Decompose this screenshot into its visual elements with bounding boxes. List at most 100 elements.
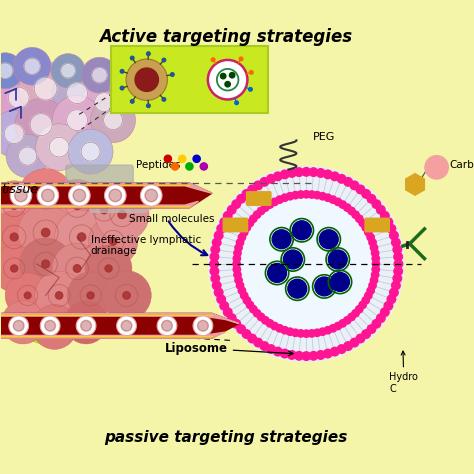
Circle shape — [19, 238, 72, 290]
Circle shape — [104, 111, 122, 129]
Circle shape — [309, 352, 318, 360]
Circle shape — [209, 166, 404, 362]
Circle shape — [253, 310, 261, 317]
Circle shape — [350, 338, 359, 347]
Circle shape — [36, 124, 82, 171]
Circle shape — [273, 347, 282, 356]
Circle shape — [172, 163, 179, 170]
Circle shape — [210, 267, 219, 275]
Circle shape — [18, 62, 73, 116]
Circle shape — [308, 191, 315, 198]
Circle shape — [249, 71, 253, 74]
Polygon shape — [0, 313, 239, 324]
Circle shape — [254, 338, 263, 347]
Circle shape — [392, 281, 400, 290]
Circle shape — [359, 301, 366, 309]
Circle shape — [334, 198, 342, 206]
Circle shape — [212, 238, 221, 247]
Circle shape — [130, 56, 134, 60]
Circle shape — [193, 155, 200, 163]
Circle shape — [18, 169, 73, 224]
Circle shape — [362, 330, 370, 338]
Circle shape — [337, 174, 346, 183]
Circle shape — [83, 319, 89, 326]
Circle shape — [308, 330, 315, 337]
FancyBboxPatch shape — [246, 192, 271, 205]
Circle shape — [348, 313, 355, 320]
Circle shape — [228, 314, 236, 322]
Circle shape — [223, 308, 232, 316]
Circle shape — [41, 192, 50, 201]
Polygon shape — [0, 313, 239, 338]
Circle shape — [104, 185, 126, 206]
Circle shape — [85, 245, 132, 292]
Circle shape — [232, 319, 240, 328]
Circle shape — [229, 73, 235, 78]
Circle shape — [234, 249, 241, 257]
Circle shape — [367, 325, 376, 333]
Circle shape — [309, 168, 318, 176]
Circle shape — [246, 219, 254, 227]
Circle shape — [367, 194, 376, 203]
Text: Carb: Carb — [450, 160, 474, 170]
Circle shape — [146, 104, 150, 108]
Circle shape — [123, 292, 130, 299]
Circle shape — [344, 317, 351, 324]
Circle shape — [42, 189, 54, 202]
Circle shape — [121, 320, 132, 331]
Circle shape — [381, 211, 389, 220]
Circle shape — [235, 244, 242, 251]
Circle shape — [292, 329, 299, 337]
Circle shape — [145, 189, 157, 202]
Circle shape — [288, 169, 296, 177]
Circle shape — [41, 228, 50, 237]
Circle shape — [233, 266, 240, 273]
Circle shape — [193, 316, 213, 336]
Circle shape — [42, 260, 50, 268]
Circle shape — [286, 328, 294, 336]
Circle shape — [235, 101, 238, 105]
Circle shape — [392, 238, 400, 247]
Circle shape — [87, 292, 94, 299]
Circle shape — [260, 178, 269, 186]
Circle shape — [394, 260, 403, 268]
Circle shape — [117, 316, 137, 336]
Circle shape — [281, 349, 289, 358]
Circle shape — [350, 181, 359, 190]
Circle shape — [45, 320, 55, 331]
Circle shape — [372, 200, 381, 209]
Circle shape — [260, 342, 269, 350]
Circle shape — [297, 191, 304, 198]
Circle shape — [67, 272, 114, 319]
Circle shape — [35, 271, 83, 319]
Circle shape — [210, 253, 219, 261]
Text: PEG: PEG — [313, 132, 336, 142]
Circle shape — [34, 77, 57, 100]
Circle shape — [82, 80, 127, 125]
Circle shape — [208, 60, 247, 100]
Circle shape — [393, 245, 401, 254]
Circle shape — [344, 204, 351, 211]
Circle shape — [214, 231, 223, 240]
Polygon shape — [0, 183, 212, 208]
Circle shape — [283, 250, 302, 269]
Circle shape — [313, 329, 321, 337]
FancyBboxPatch shape — [365, 218, 389, 232]
Circle shape — [233, 255, 240, 262]
Circle shape — [69, 185, 90, 206]
Circle shape — [0, 110, 37, 157]
Circle shape — [344, 178, 352, 186]
Circle shape — [339, 319, 346, 327]
Circle shape — [228, 206, 236, 214]
Circle shape — [370, 276, 378, 284]
Circle shape — [297, 330, 304, 337]
Polygon shape — [0, 183, 212, 193]
Text: Small molecules: Small molecules — [129, 214, 214, 224]
Circle shape — [24, 58, 40, 74]
Circle shape — [324, 327, 331, 334]
Circle shape — [266, 201, 273, 208]
Circle shape — [242, 190, 251, 198]
Circle shape — [210, 260, 219, 268]
Circle shape — [324, 349, 332, 358]
Circle shape — [250, 306, 257, 313]
